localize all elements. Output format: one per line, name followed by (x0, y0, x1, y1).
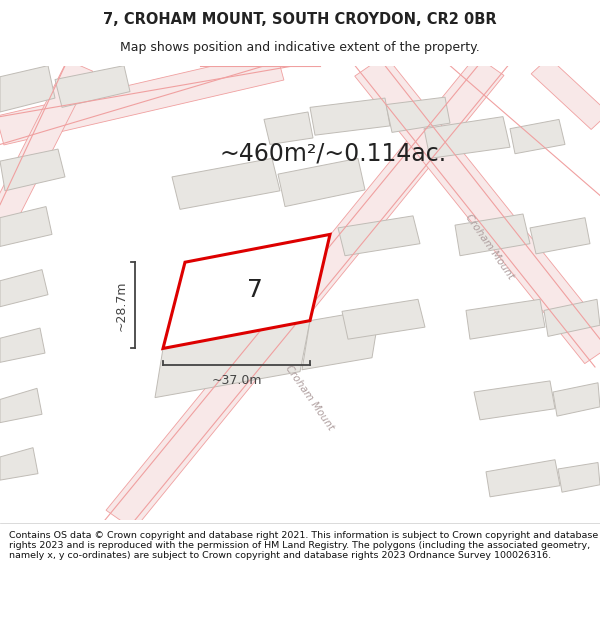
Polygon shape (155, 321, 310, 398)
Polygon shape (486, 460, 560, 497)
Polygon shape (466, 299, 545, 339)
Polygon shape (474, 381, 555, 420)
Text: ~460m²/~0.114ac.: ~460m²/~0.114ac. (220, 142, 447, 166)
Polygon shape (0, 51, 284, 145)
Text: ~37.0m: ~37.0m (211, 374, 262, 388)
Text: ~28.7m: ~28.7m (115, 280, 128, 331)
Polygon shape (338, 216, 420, 256)
Polygon shape (264, 112, 313, 144)
Polygon shape (342, 299, 425, 339)
Text: 7, CROHAM MOUNT, SOUTH CROYDON, CR2 0BR: 7, CROHAM MOUNT, SOUTH CROYDON, CR2 0BR (103, 12, 497, 27)
Polygon shape (0, 269, 48, 307)
Polygon shape (106, 56, 504, 530)
Polygon shape (163, 234, 330, 349)
Polygon shape (558, 462, 600, 492)
Polygon shape (510, 119, 565, 154)
Polygon shape (355, 55, 600, 364)
Polygon shape (278, 158, 365, 207)
Polygon shape (172, 158, 280, 209)
Polygon shape (530, 217, 590, 254)
Polygon shape (0, 60, 92, 229)
Polygon shape (386, 97, 450, 132)
Polygon shape (0, 328, 45, 362)
Text: 7: 7 (247, 278, 263, 302)
Polygon shape (0, 66, 55, 112)
Polygon shape (0, 207, 52, 246)
Polygon shape (0, 388, 42, 422)
Polygon shape (544, 299, 600, 336)
Text: Contains OS data © Crown copyright and database right 2021. This information is : Contains OS data © Crown copyright and d… (9, 531, 598, 560)
Polygon shape (455, 214, 530, 256)
Text: Croham Mount: Croham Mount (464, 212, 516, 281)
Polygon shape (55, 66, 130, 108)
Text: Croham Mount: Croham Mount (284, 363, 336, 432)
Polygon shape (531, 58, 600, 129)
Polygon shape (553, 382, 600, 416)
Polygon shape (302, 309, 380, 370)
Polygon shape (0, 448, 38, 480)
Polygon shape (0, 149, 65, 191)
Polygon shape (310, 98, 390, 135)
Polygon shape (424, 117, 510, 158)
Text: Map shows position and indicative extent of the property.: Map shows position and indicative extent… (120, 41, 480, 54)
